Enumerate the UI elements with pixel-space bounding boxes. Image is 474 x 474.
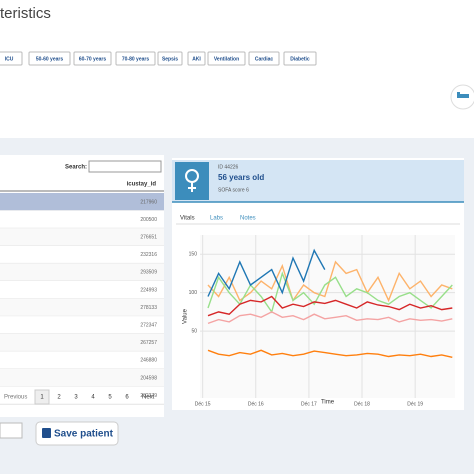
tab[interactable]: Vitals (180, 216, 195, 222)
series-line (207, 295, 453, 317)
page-number[interactable]: 3 (74, 395, 78, 401)
page-number[interactable]: 2 (57, 395, 61, 401)
filter-button[interactable] (73, 51, 112, 66)
plot-background (200, 235, 455, 398)
table-cell: 204598 (140, 375, 157, 381)
y-tick-label: 100 (189, 290, 198, 296)
table-row[interactable] (0, 281, 164, 299)
table-row[interactable] (0, 263, 164, 281)
table-row[interactable] (0, 298, 164, 317)
table-cell: 293509 (140, 270, 157, 276)
save-button[interactable] (35, 421, 119, 446)
x-tick-label: Déc 15 (195, 401, 211, 407)
filter-label: Cardiac (255, 56, 274, 62)
filter-button[interactable] (0, 51, 23, 66)
table-row[interactable] (0, 193, 164, 211)
page-number[interactable]: 4 (91, 395, 95, 401)
filter-label: 70-80 years (122, 56, 149, 62)
table-row[interactable] (0, 333, 164, 352)
table-cell: 217960 (140, 199, 157, 205)
filter-label: AKI (192, 56, 201, 62)
table-row[interactable] (0, 316, 164, 334)
y-tick-label: 50 (191, 328, 197, 334)
bed-icon (457, 94, 469, 98)
table-row[interactable] (0, 245, 164, 264)
column-header: icustay_id (127, 182, 157, 188)
x-tick-label: Déc 18 (354, 401, 370, 407)
series-line (207, 311, 453, 325)
table-cell: 224993 (140, 287, 157, 293)
table-cell: 272347 (140, 323, 157, 329)
filter-button[interactable] (187, 51, 206, 66)
pagination-next[interactable]: Next (142, 395, 155, 401)
x-tick-label: Déc 16 (248, 401, 264, 407)
table-cell: 276651 (140, 235, 157, 241)
table-cell: 200500 (140, 217, 157, 223)
x-tick-label: Déc 19 (407, 401, 423, 407)
search-input[interactable] (88, 160, 162, 173)
x-tick-label: Déc 17 (301, 401, 317, 407)
patient-header (172, 160, 464, 202)
table-cell: 232379 (140, 393, 157, 399)
table-row[interactable] (0, 351, 164, 369)
table-row[interactable] (0, 369, 164, 387)
filter-label: ICU (5, 56, 14, 62)
filter-label: 50-60 years (36, 56, 63, 62)
filter-button[interactable] (28, 51, 71, 66)
text-input[interactable] (0, 422, 23, 439)
page-number[interactable]: 5 (108, 395, 112, 401)
y-tick-label: 150 (189, 252, 198, 258)
table-cell: 267257 (140, 340, 157, 346)
filter-button[interactable] (248, 51, 280, 66)
series-line (207, 248, 326, 297)
save-icon (42, 428, 51, 438)
page-number[interactable]: 1 (40, 395, 44, 401)
table-cell: 246880 (140, 358, 157, 364)
table-row[interactable] (0, 228, 164, 246)
filter-label: Diabetic (290, 56, 310, 62)
patient-sofa: SOFA score 6 (218, 187, 249, 193)
patient-age: 56 years old (218, 173, 264, 182)
x-axis-label: Time (321, 400, 335, 406)
series-line (207, 349, 453, 358)
bed-icon (457, 92, 460, 94)
tab[interactable]: Notes (240, 216, 256, 222)
table-row[interactable] (0, 210, 164, 229)
tab[interactable]: Labs (210, 216, 223, 222)
page-current[interactable] (34, 389, 50, 405)
series-line (207, 271, 453, 314)
filter-button[interactable] (283, 51, 317, 66)
filter-button[interactable] (157, 51, 183, 66)
page-title: teristics (0, 5, 51, 22)
series-line (207, 260, 453, 303)
patient-id: ID 44226 (218, 164, 239, 170)
filter-label: Ventilation (214, 56, 239, 62)
page-number[interactable]: 6 (125, 395, 129, 401)
filter-label: 60-70 years (79, 56, 106, 62)
table-cell: 232316 (140, 252, 157, 258)
pagination-previous[interactable]: Previous (4, 395, 27, 401)
filter-button[interactable] (207, 51, 246, 66)
table-cell: 278133 (140, 305, 157, 311)
filter-button[interactable] (115, 51, 156, 66)
search-label: Search: (65, 165, 87, 171)
save-label: Save patient (54, 429, 114, 440)
filter-label: Sepsis (162, 56, 178, 62)
y-axis-label: Value (183, 308, 189, 324)
